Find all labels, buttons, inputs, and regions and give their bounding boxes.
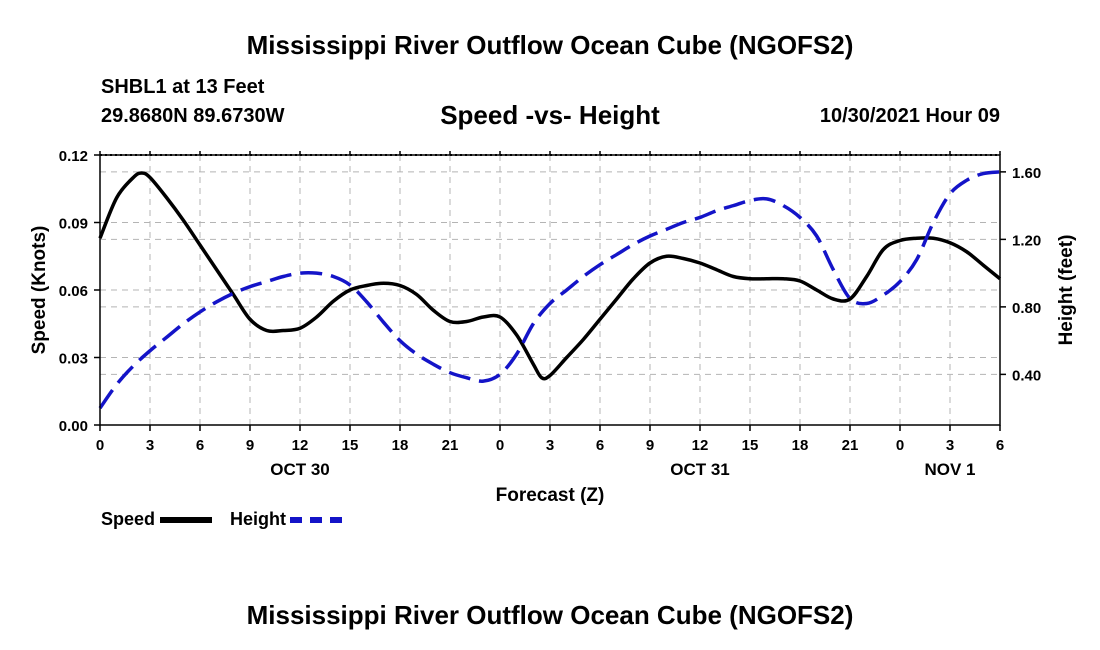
page-title: Mississippi River Outflow Ocean Cube (NG… <box>246 30 854 60</box>
x-tick-label: 18 <box>792 437 809 454</box>
legend-height-swatch <box>290 517 342 523</box>
x-tick-label: 21 <box>442 437 459 454</box>
x-tick-label: 6 <box>996 437 1004 454</box>
chart-subtitle: Speed -vs- Height <box>440 100 660 130</box>
x-tick-label: 21 <box>842 437 859 454</box>
x-tick-label: 12 <box>692 437 709 454</box>
legend-height-label: Height <box>230 509 286 529</box>
x-tick-label: 15 <box>742 437 759 454</box>
legend-speed-swatch <box>160 517 212 523</box>
y-tick-label: 0.03 <box>59 351 88 368</box>
series-line-speed <box>98 171 1002 381</box>
series-layer <box>98 170 1002 410</box>
grid <box>99 155 1001 425</box>
x-tick-label: 6 <box>196 437 204 454</box>
x-axis-title: Forecast (Z) <box>496 485 605 506</box>
y2-tick-label: 1.60 <box>1012 165 1041 182</box>
x-tick-label: 0 <box>96 437 104 454</box>
x-date-label: OCT 31 <box>670 460 730 479</box>
x-tick-label: 12 <box>292 437 309 454</box>
x-date-label: OCT 30 <box>270 460 330 479</box>
y2-tick-label: 0.80 <box>1012 300 1041 317</box>
y-axis-title: Speed (Knots) <box>29 226 50 355</box>
x-tick-label: 9 <box>646 437 654 454</box>
x-tick-label: 3 <box>146 437 154 454</box>
x-tick-label: 3 <box>946 437 954 454</box>
x-tick-label: 15 <box>342 437 359 454</box>
x-tick-label: 0 <box>496 437 504 454</box>
y2-axis-title: Height (feet) <box>1056 235 1077 346</box>
station-label: SHBL1 at 13 Feet <box>101 76 265 98</box>
legend-speed-label: Speed <box>101 509 156 529</box>
x-tick-label: 6 <box>596 437 604 454</box>
y-tick-label: 0.12 <box>59 148 88 165</box>
forecast-datetime: 10/30/2021 Hour 09 <box>819 105 1000 127</box>
y-tick-label: 0.09 <box>59 216 88 233</box>
page-title-repeat: Mississippi River Outflow Ocean Cube (NG… <box>246 600 854 630</box>
x-date-label: NOV 1 <box>924 460 975 479</box>
y2-tick-label: 0.40 <box>1012 367 1041 384</box>
y-tick-label: 0.00 <box>59 418 88 435</box>
x-tick-label: 18 <box>392 437 409 454</box>
y-tick-label: 0.06 <box>59 283 88 300</box>
y2-tick-label: 1.20 <box>1012 232 1041 249</box>
axes: 0 3 6 9 12 15 18 21 0 3 6 9 12 15 18 21 0 3 6 OCT 30 OCT 31 N… <box>29 148 1077 506</box>
x-tick-label: 0 <box>896 437 904 454</box>
series-line-height <box>98 170 1001 410</box>
coordinates-label: 29.8680N 89.6730W <box>101 105 285 127</box>
x-tick-label: 9 <box>246 437 254 454</box>
x-tick-label: 3 <box>546 437 554 454</box>
